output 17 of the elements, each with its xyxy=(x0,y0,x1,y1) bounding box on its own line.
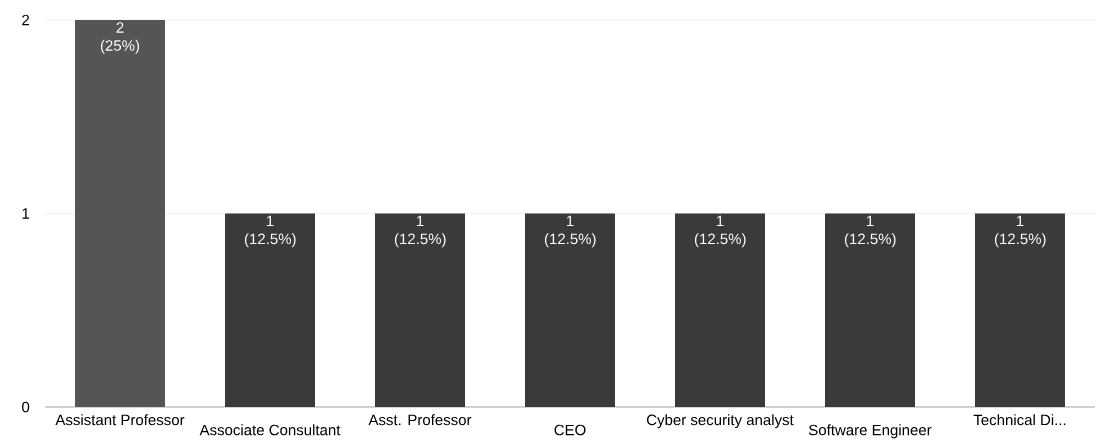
y-tick-label: 1 xyxy=(22,208,30,219)
x-tick-label: Technical Di... xyxy=(973,414,1066,426)
data-label: 1 (12.5%) xyxy=(544,215,596,248)
x-tick-label: Software Engineer xyxy=(808,424,932,439)
data-label: 2 (25%) xyxy=(100,22,140,54)
data-label: 1 (12.5%) xyxy=(694,215,746,248)
data-label: 1 (12.5%) xyxy=(994,215,1046,248)
x-tick-label: CEO xyxy=(554,424,586,436)
y-tick-label: 2 xyxy=(22,14,30,26)
x-tick-label: Associate Consultant xyxy=(199,424,341,436)
data-label: 1 (12.5%) xyxy=(394,215,446,248)
x-tick-label: Assistant Professor xyxy=(55,414,185,426)
y-tick-label: 0 xyxy=(22,401,30,413)
x-tick-label: Cyber security analyst xyxy=(646,414,794,429)
data-label: 1 (12.5%) xyxy=(844,215,896,248)
data-label: 1 (12.5%) xyxy=(244,215,296,248)
x-tick-label: Asst. Professor xyxy=(368,414,472,426)
